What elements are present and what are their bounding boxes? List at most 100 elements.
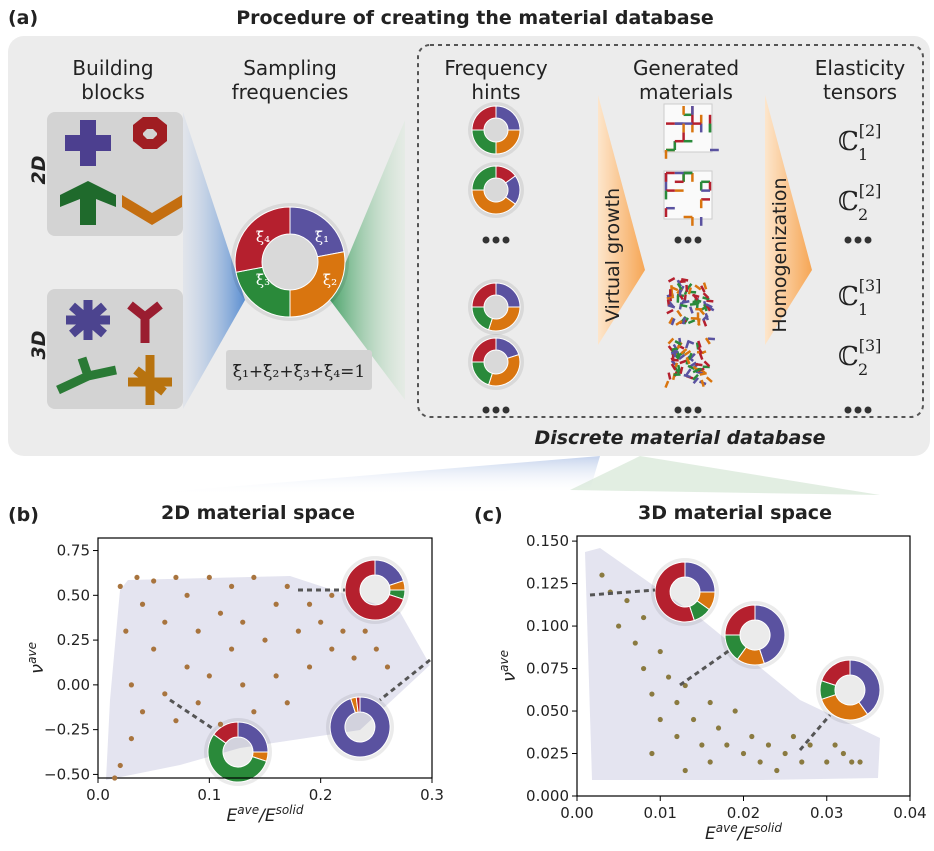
title: Procedure of creating the material datab… bbox=[236, 7, 714, 29]
dim-label: 2D bbox=[28, 156, 50, 185]
point bbox=[251, 709, 256, 714]
chart-title: 3D material space bbox=[638, 502, 832, 524]
point bbox=[129, 682, 134, 687]
ellipsis-dot bbox=[493, 237, 500, 244]
ellipsis-dot bbox=[483, 407, 490, 414]
x-tick-label: 0.01 bbox=[644, 804, 677, 822]
y-tick-label: 0.025 bbox=[526, 745, 569, 763]
point bbox=[196, 700, 201, 705]
y-axis-label: νave bbox=[497, 650, 520, 682]
column-header: Sampling bbox=[243, 56, 337, 80]
point bbox=[184, 593, 189, 598]
point bbox=[691, 717, 696, 722]
x-tick-label: 0.04 bbox=[893, 804, 926, 822]
step-label: Virtual growth bbox=[602, 188, 624, 322]
formula: ξ̄₁+ξ̄₂+ξ̄₃+ξ̄₄=1 bbox=[233, 362, 366, 382]
point bbox=[699, 742, 704, 747]
dim-label: 3D bbox=[28, 331, 50, 360]
block bbox=[66, 300, 110, 340]
chart-title: 2D material space bbox=[161, 502, 355, 524]
material-strut bbox=[681, 279, 688, 280]
material-strut bbox=[682, 301, 689, 302]
x-axis-label-part: E bbox=[227, 806, 238, 826]
material-strut bbox=[708, 339, 715, 340]
point bbox=[749, 734, 754, 739]
ellipsis-dot bbox=[503, 407, 510, 414]
point bbox=[123, 629, 128, 634]
point bbox=[674, 700, 679, 705]
column-header: frequencies bbox=[232, 80, 349, 104]
point bbox=[207, 673, 212, 678]
y-tick-label: 0.75 bbox=[57, 542, 90, 560]
x-axis-label-part: ave bbox=[237, 803, 259, 817]
point bbox=[318, 620, 323, 625]
y-tick-label: 0.050 bbox=[526, 702, 569, 720]
point bbox=[658, 717, 663, 722]
panel-label: (c) bbox=[474, 504, 503, 526]
point bbox=[307, 664, 312, 669]
x-tick-label: 0.2 bbox=[309, 786, 333, 804]
tensor-sub: 1 bbox=[858, 300, 868, 319]
point bbox=[151, 578, 156, 583]
x-tick-label: 0.1 bbox=[197, 786, 221, 804]
ellipsis-dot bbox=[855, 407, 862, 414]
y-axis-label-part: ave bbox=[497, 650, 511, 672]
point bbox=[616, 623, 621, 628]
x-axis-label-part: solid bbox=[276, 803, 304, 817]
panel-label: (a) bbox=[8, 7, 38, 29]
ring-label: ξ̄₃ bbox=[256, 271, 270, 289]
point bbox=[708, 759, 713, 764]
point bbox=[716, 725, 721, 730]
point bbox=[683, 768, 688, 773]
y-axis-label-part: ν bbox=[499, 672, 520, 682]
x-tick-label: 0.0 bbox=[86, 786, 110, 804]
point bbox=[151, 646, 156, 651]
material-strut bbox=[669, 373, 671, 380]
y-tick-label: 0.075 bbox=[526, 660, 569, 678]
column-header: hints bbox=[471, 80, 520, 104]
point bbox=[774, 768, 779, 773]
tensor-symbol: ℂ bbox=[838, 282, 859, 312]
y-tick-label: 0.150 bbox=[526, 532, 569, 550]
x-axis-label-part: E bbox=[705, 824, 716, 844]
tensor-sub: 1 bbox=[858, 145, 868, 164]
point bbox=[173, 718, 178, 723]
ellipsis-dot bbox=[685, 237, 692, 244]
x-tick-label: 0.03 bbox=[810, 804, 843, 822]
y-axis-label-part: ave bbox=[25, 642, 39, 664]
ellipsis-dot bbox=[865, 407, 872, 414]
y-tick-label: 0.50 bbox=[57, 586, 90, 604]
point bbox=[262, 637, 267, 642]
point bbox=[674, 734, 679, 739]
point bbox=[173, 575, 178, 580]
point bbox=[162, 620, 167, 625]
point bbox=[112, 775, 117, 780]
point bbox=[229, 584, 234, 589]
tensor-sub: 2 bbox=[858, 205, 868, 224]
panel-label: (b) bbox=[8, 504, 39, 526]
point bbox=[733, 708, 738, 713]
point bbox=[118, 584, 123, 589]
fan bbox=[130, 456, 600, 495]
y-axis-label: νave bbox=[25, 642, 48, 674]
material-strut bbox=[698, 319, 699, 326]
column-header: blocks bbox=[81, 80, 145, 104]
point bbox=[841, 751, 846, 756]
point bbox=[329, 646, 334, 651]
point bbox=[162, 691, 167, 696]
point bbox=[274, 602, 279, 607]
material-strut bbox=[672, 360, 679, 361]
tensor-sup: [2] bbox=[859, 121, 882, 140]
point bbox=[799, 759, 804, 764]
point bbox=[849, 759, 854, 764]
y-tick-label: 0.00 bbox=[57, 676, 90, 694]
point bbox=[196, 629, 201, 634]
y-tick-label: −0.25 bbox=[44, 721, 90, 739]
point bbox=[766, 742, 771, 747]
point bbox=[783, 751, 788, 756]
step-label: Homogenization bbox=[769, 177, 791, 332]
column-header: materials bbox=[639, 80, 733, 104]
point bbox=[129, 736, 134, 741]
y-tick-label: 0.000 bbox=[526, 787, 569, 805]
